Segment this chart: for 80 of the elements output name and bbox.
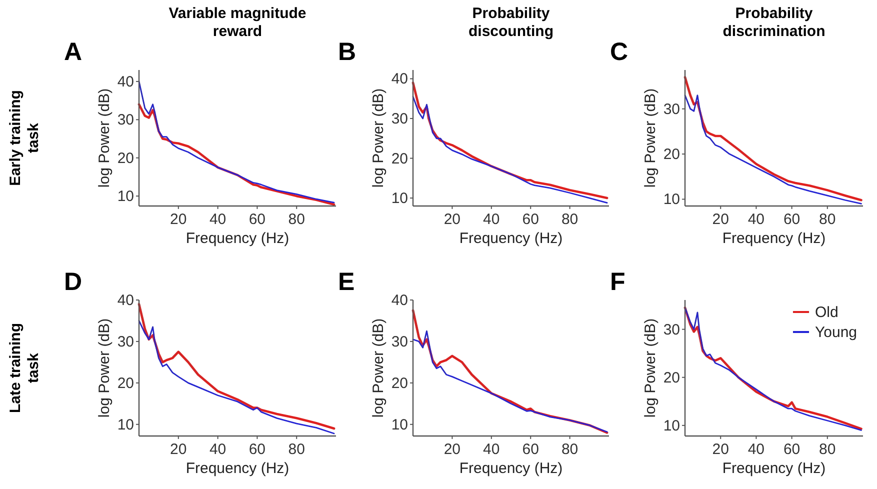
chart-title: Variable magnitude reward bbox=[168, 5, 306, 40]
x-axis-title: Frequency (Hz) bbox=[722, 230, 826, 247]
x-tick-label: 40 bbox=[748, 441, 765, 458]
x-tick-label: 20 bbox=[444, 211, 461, 228]
text: F bbox=[610, 268, 626, 296]
text: D bbox=[64, 268, 82, 296]
line-series bbox=[412, 330, 608, 433]
text: B bbox=[338, 38, 356, 66]
x-tick-label: 80 bbox=[561, 211, 578, 228]
chart-title: Probability discrimination bbox=[722, 5, 826, 40]
x-tick-label: 60 bbox=[783, 441, 800, 458]
y-axis-title: log Power (dB) bbox=[642, 88, 659, 188]
x-tick-label: 80 bbox=[288, 441, 305, 458]
y-tick-label: 30 bbox=[391, 110, 408, 128]
text: Late training task bbox=[7, 322, 42, 414]
y-tick-label: 10 bbox=[663, 191, 680, 208]
y-tick-label: 20 bbox=[391, 150, 408, 168]
x-tick-label: 20 bbox=[170, 441, 187, 458]
text: A bbox=[64, 38, 82, 66]
y-tick-label: 10 bbox=[391, 190, 408, 208]
line-series bbox=[412, 82, 608, 200]
text: Early training task bbox=[7, 90, 42, 186]
y-tick-label: 30 bbox=[391, 333, 408, 350]
y-tick-label: 30 bbox=[117, 333, 134, 350]
x-tick-label: 40 bbox=[209, 211, 226, 228]
legend-label: Young bbox=[815, 324, 857, 341]
y-axis-title: log Power (dB) bbox=[370, 318, 387, 418]
x-tick-label: 40 bbox=[748, 211, 765, 228]
line-series bbox=[684, 94, 862, 204]
line-series bbox=[684, 76, 862, 202]
y-tick-label: 30 bbox=[117, 112, 134, 129]
y-tick-label: 40 bbox=[391, 292, 408, 309]
y-tick-label: 20 bbox=[663, 369, 680, 386]
x-tick-label: 80 bbox=[288, 211, 305, 228]
line-series bbox=[412, 309, 608, 434]
x-axis-title: Frequency (Hz) bbox=[722, 460, 826, 477]
y-tick-label: 10 bbox=[391, 416, 408, 434]
line-series bbox=[138, 80, 335, 204]
y-tick-label: 20 bbox=[117, 374, 134, 392]
y-tick-label: 30 bbox=[663, 100, 680, 118]
x-tick-label: 80 bbox=[819, 211, 836, 228]
chart-title: Probability discounting bbox=[468, 5, 554, 40]
y-axis-title: log Power (dB) bbox=[370, 88, 387, 188]
x-tick-label: 40 bbox=[209, 441, 226, 458]
line-series bbox=[138, 320, 335, 434]
x-axis-title: Frequency (Hz) bbox=[186, 230, 290, 247]
x-axis-title: Frequency (Hz) bbox=[459, 460, 563, 477]
y-tick-label: 10 bbox=[663, 417, 680, 434]
y-tick-label: 40 bbox=[117, 292, 134, 309]
x-tick-label: 20 bbox=[712, 211, 729, 228]
x-tick-label: 60 bbox=[248, 441, 266, 458]
y-tick-label: 20 bbox=[117, 150, 134, 167]
x-tick-label: 40 bbox=[483, 211, 500, 228]
y-axis-title: log Power (dB) bbox=[96, 318, 113, 418]
x-axis-title: Frequency (Hz) bbox=[186, 460, 290, 477]
y-tick-label: 40 bbox=[391, 70, 408, 88]
y-tick-label: 10 bbox=[117, 188, 134, 206]
x-tick-label: 80 bbox=[819, 441, 836, 458]
y-axis-title: log Power (dB) bbox=[642, 318, 659, 418]
y-tick-label: 10 bbox=[117, 416, 134, 434]
text: C bbox=[610, 38, 628, 66]
y-axis-title: log Power (dB) bbox=[96, 88, 113, 188]
x-tick-label: 20 bbox=[712, 441, 729, 458]
y-tick-label: 40 bbox=[117, 73, 134, 90]
x-tick-label: 60 bbox=[522, 211, 539, 228]
x-tick-label: 60 bbox=[522, 441, 539, 458]
x-tick-label: 60 bbox=[783, 211, 800, 228]
y-tick-label: 30 bbox=[663, 321, 680, 338]
x-tick-label: 60 bbox=[248, 211, 266, 228]
x-tick-label: 20 bbox=[170, 211, 187, 228]
line-series bbox=[138, 302, 336, 430]
line-series bbox=[412, 96, 608, 204]
x-tick-label: 20 bbox=[444, 441, 461, 458]
x-axis-title: Frequency (Hz) bbox=[459, 230, 563, 247]
text: E bbox=[338, 268, 355, 296]
y-tick-label: 20 bbox=[391, 374, 408, 392]
legend-label: Old bbox=[815, 304, 838, 321]
x-tick-label: 40 bbox=[483, 441, 500, 458]
x-tick-label: 80 bbox=[561, 441, 578, 458]
y-tick-label: 20 bbox=[663, 146, 680, 164]
